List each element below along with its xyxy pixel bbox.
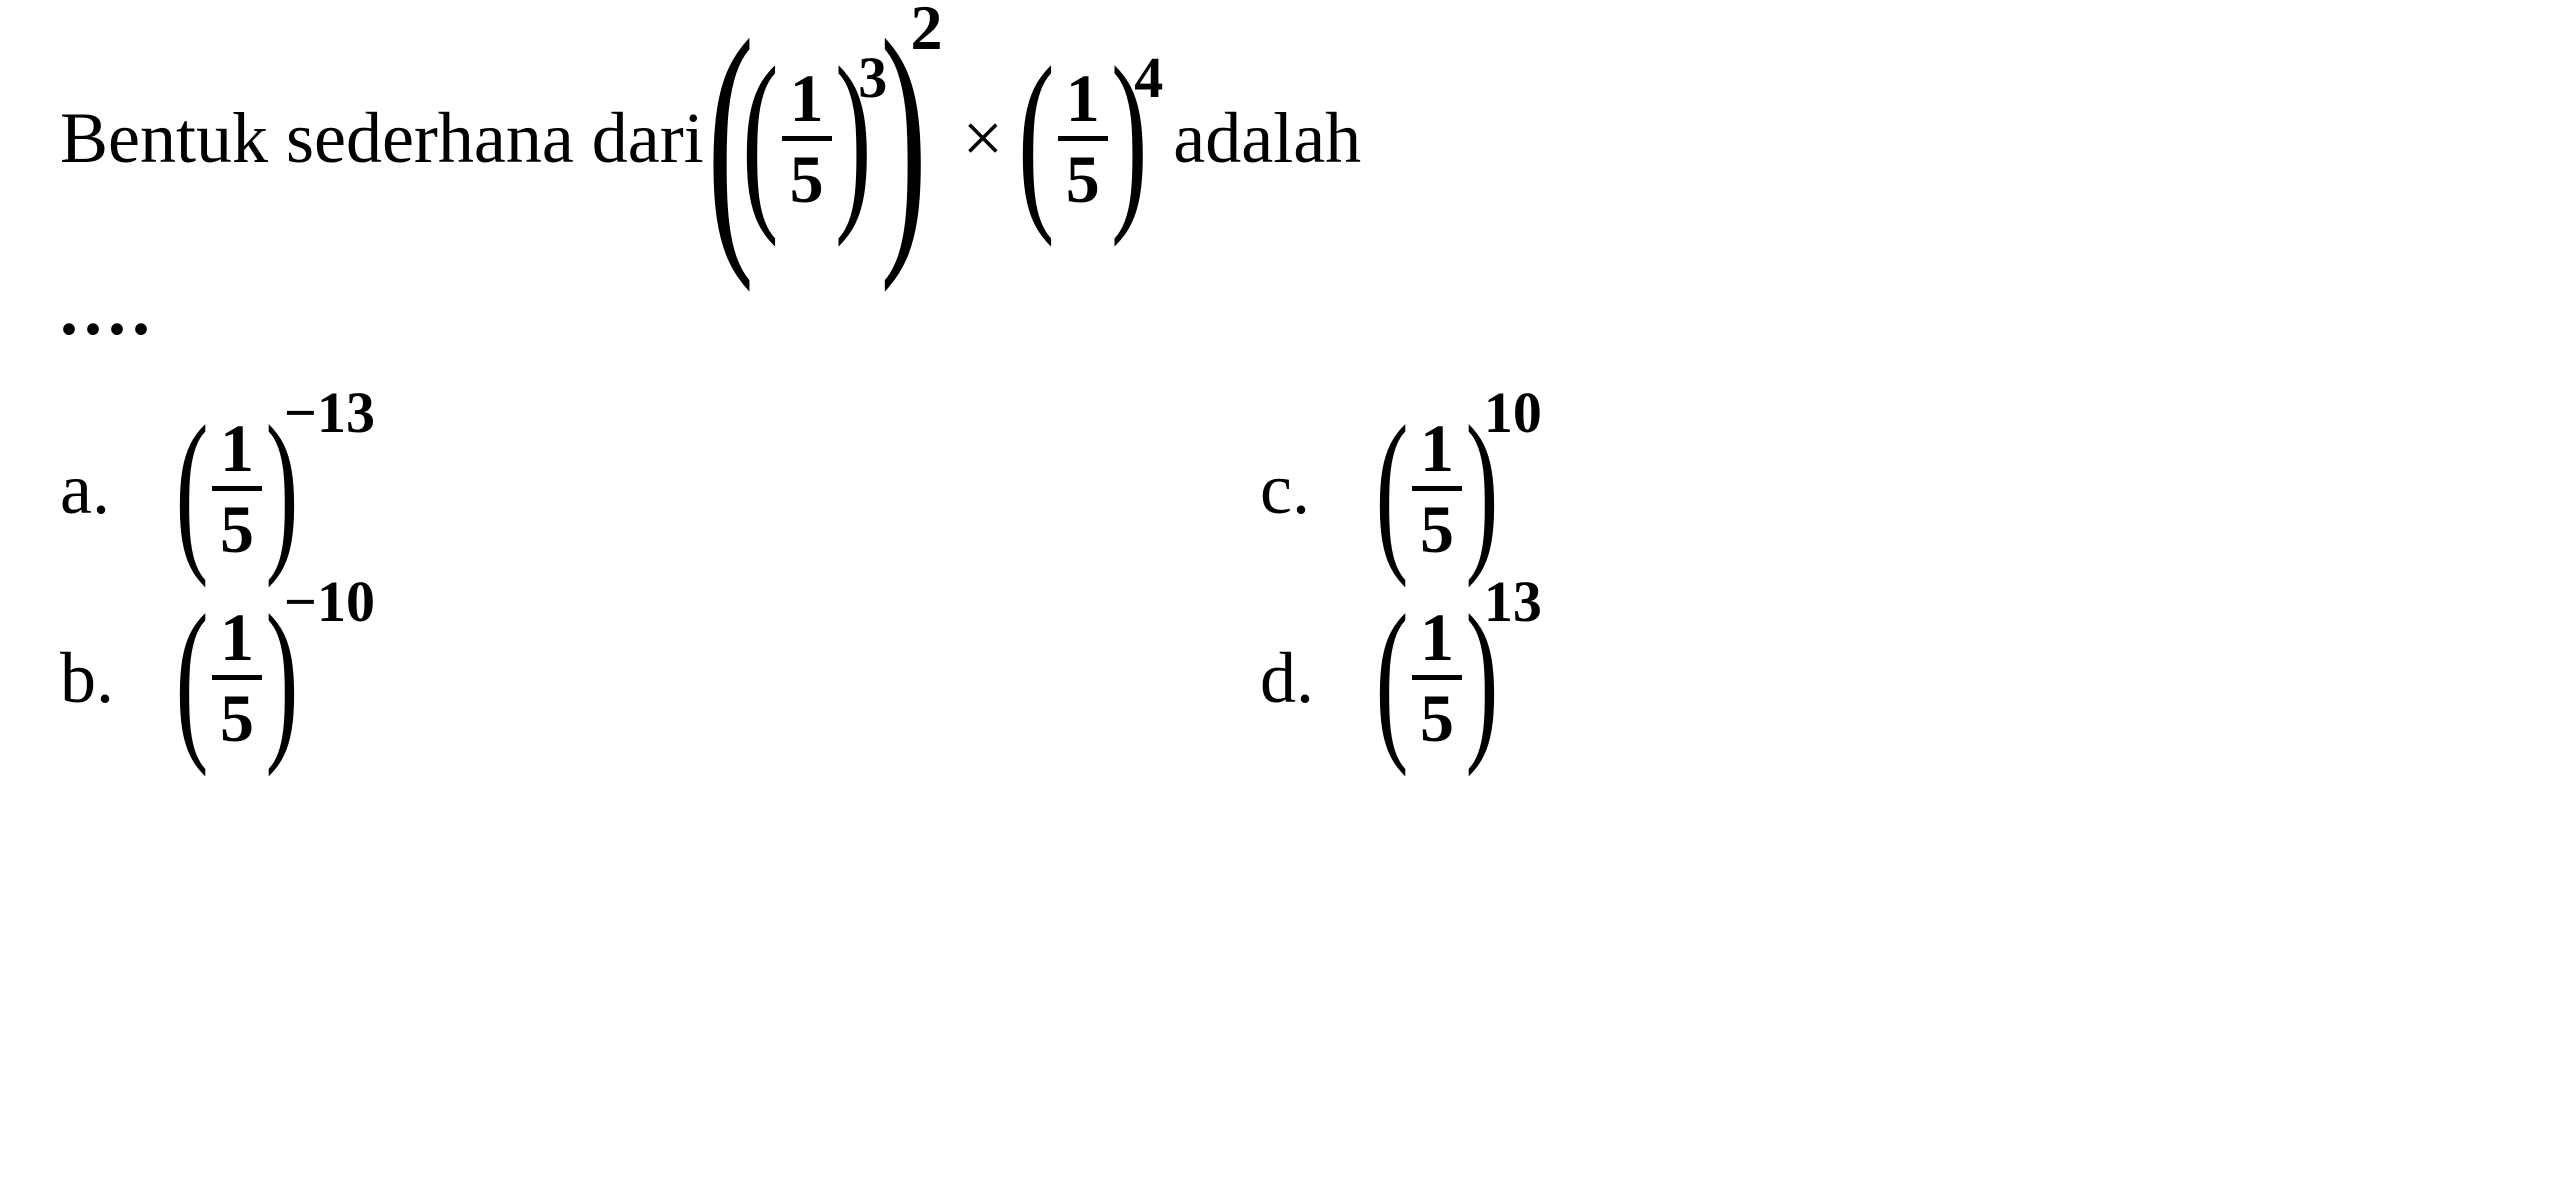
numerator-1: 1 <box>790 64 824 136</box>
paren-open-d: ( <box>1375 615 1408 741</box>
answers-container: a. ( 1 5 ) −13 c. ( 1 5 <box>60 414 2260 752</box>
fraction-second: 1 5 <box>1058 64 1108 213</box>
denominator-b: 5 <box>220 680 254 752</box>
denominator-c: 5 <box>1420 491 1454 563</box>
answer-math-c: ( 1 5 ) 10 <box>1380 414 1542 563</box>
answer-math-b: ( 1 5 ) −10 <box>180 603 375 752</box>
numerator-c: 1 <box>1420 414 1454 486</box>
answer-option-c: c. ( 1 5 ) 10 <box>1260 414 2260 563</box>
answer-option-b: b. ( 1 5 ) −10 <box>60 603 1060 752</box>
answer-label-c: c. <box>1260 435 1330 543</box>
answer-label-a: a. <box>60 435 130 543</box>
multiplication-sign: × <box>962 84 1003 192</box>
paren-close-outer: ) <box>881 40 928 236</box>
second-bracket-group: ( 1 5 ) 4 <box>1023 64 1163 213</box>
fraction-c: 1 5 <box>1412 414 1462 563</box>
answer-label-d: d. <box>1260 624 1330 732</box>
denominator-2: 5 <box>1066 141 1100 213</box>
fraction-a: 1 5 <box>212 414 262 563</box>
paren-close-inner: ) <box>835 68 872 208</box>
outer-bracket-group: ( ( 1 5 ) 3 ) 2 <box>714 40 943 236</box>
numerator-b: 1 <box>220 603 254 675</box>
numerator-2: 1 <box>1066 64 1100 136</box>
fraction-b: 1 5 <box>212 603 262 752</box>
answer-option-a: a. ( 1 5 ) −13 <box>60 414 1060 563</box>
denominator-1: 5 <box>790 141 824 213</box>
paren-close-d: ) <box>1465 615 1498 741</box>
denominator-a: 5 <box>220 491 254 563</box>
question-text-before: Bentuk sederhana dari <box>60 84 704 192</box>
paren-close-a: ) <box>265 426 298 552</box>
paren-open-inner: ( <box>742 68 779 208</box>
main-expression: ( ( 1 5 ) 3 ) 2 × <box>714 40 1164 236</box>
answer-option-d: d. ( 1 5 ) 13 <box>1260 603 2260 752</box>
inner-bracket-group: ( 1 5 ) 3 <box>747 64 887 213</box>
paren-close-c: ) <box>1465 426 1498 552</box>
answer-math-d: ( 1 5 ) 13 <box>1380 603 1542 752</box>
paren-open-a: ( <box>175 426 208 552</box>
fraction-d: 1 5 <box>1412 603 1462 752</box>
fraction-first: 1 5 <box>782 64 832 213</box>
paren-open-second: ( <box>1018 68 1055 208</box>
answer-math-a: ( 1 5 ) −13 <box>180 414 375 563</box>
answer-label-b: b. <box>60 624 130 732</box>
denominator-d: 5 <box>1420 680 1454 752</box>
paren-open-b: ( <box>175 615 208 741</box>
ellipsis-dots: .... <box>60 256 2501 364</box>
paren-close-b: ) <box>265 615 298 741</box>
paren-open-c: ( <box>1375 426 1408 552</box>
paren-close-second: ) <box>1111 68 1148 208</box>
question-text-after: adalah <box>1173 84 1361 192</box>
question-line: Bentuk sederhana dari ( ( 1 5 ) 3 ) <box>60 40 2501 236</box>
question-container: Bentuk sederhana dari ( ( 1 5 ) 3 ) <box>60 40 2501 752</box>
numerator-d: 1 <box>1420 603 1454 675</box>
numerator-a: 1 <box>220 414 254 486</box>
